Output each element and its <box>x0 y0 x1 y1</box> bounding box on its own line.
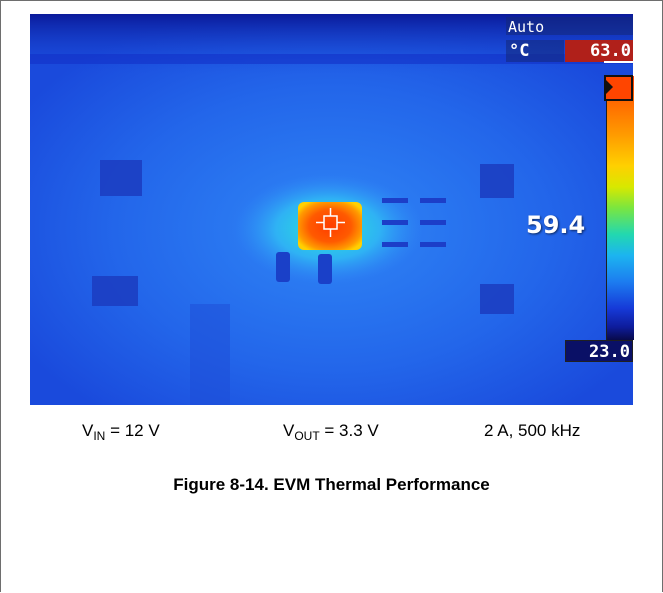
vout-subscript: OUT <box>294 429 320 443</box>
mode-label: Auto <box>508 18 545 36</box>
unit-label: °C <box>506 40 564 62</box>
vout-value: = 3.3 V <box>319 421 379 440</box>
vin-subscript: IN <box>93 429 106 443</box>
board-edge <box>30 54 633 64</box>
scale-min-value: 23.0 <box>565 340 633 362</box>
figure-caption: Figure 8-14. EVM Thermal Performance <box>173 475 490 494</box>
trace <box>420 242 446 247</box>
connector-left-bottom <box>92 276 138 306</box>
connector-left-top <box>100 160 142 196</box>
vout-symbol: V <box>283 421 295 440</box>
thermal-scene <box>30 14 633 405</box>
scale-pointer-icon <box>606 80 613 94</box>
spot-temperature: 59.4 <box>526 211 586 239</box>
load-condition: 2 A, 500 kHz <box>484 421 581 440</box>
connector-right-bottom <box>480 284 514 314</box>
vout-condition: VOUT = 3.3 V <box>283 421 379 443</box>
temperature-scale-bar <box>606 76 634 340</box>
crosshair-icon <box>316 208 345 237</box>
component-pad-1 <box>276 252 290 282</box>
trace <box>382 242 408 247</box>
vin-value: = 12 V <box>105 421 160 440</box>
thermal-image <box>30 14 633 405</box>
vin-condition: VIN = 12 V <box>82 421 160 443</box>
component-pad-2 <box>318 254 332 284</box>
connector-right-top <box>480 164 514 198</box>
test-conditions: VIN = 12 V VOUT = 3.3 V 2 A, 500 kHz <box>0 421 663 447</box>
scale-max-underline <box>604 61 633 63</box>
trace <box>382 220 408 225</box>
board-shadow <box>190 304 230 405</box>
trace <box>420 198 446 203</box>
trace <box>420 220 446 225</box>
scale-max-value: 63.0 <box>565 40 633 62</box>
trace <box>382 198 408 203</box>
hot-component <box>298 202 362 250</box>
mode-indicator: Auto <box>506 17 633 36</box>
vin-symbol: V <box>82 421 94 440</box>
